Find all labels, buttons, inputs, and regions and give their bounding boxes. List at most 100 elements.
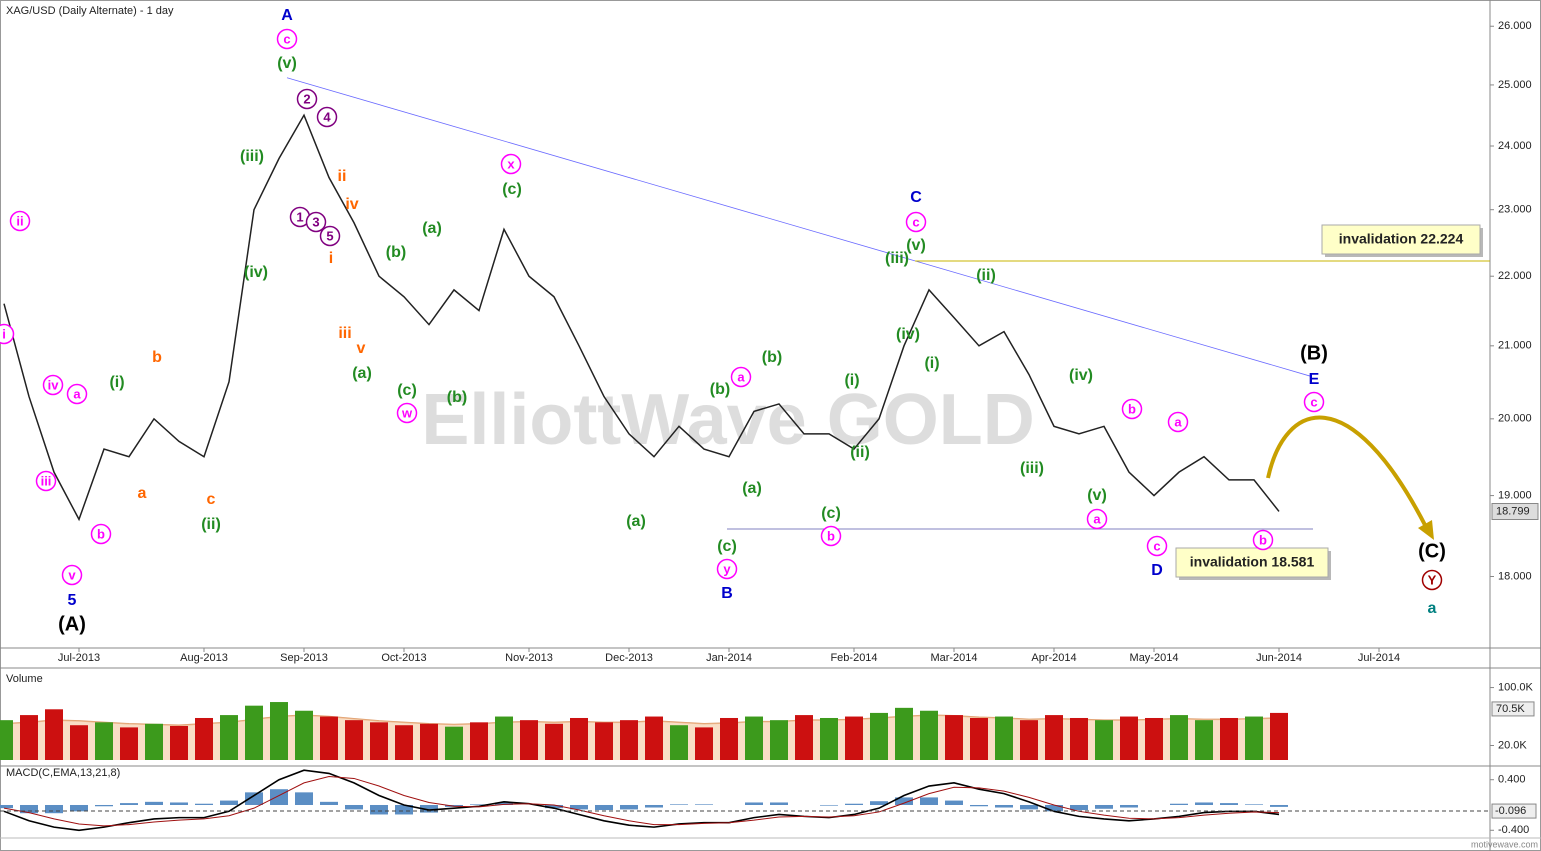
last-value-box [1491, 803, 1537, 819]
wave-circle [90, 523, 112, 545]
x-tick-label: May-2014 [1130, 652, 1179, 664]
macd-histogram [345, 804, 363, 810]
footer: motivewave.com [1471, 839, 1538, 849]
wave-label: (iv) [896, 326, 920, 343]
wave-label: i [2, 326, 6, 341]
wave-label: a [73, 386, 81, 401]
volume-bar [195, 717, 213, 760]
macd-histogram [1020, 804, 1038, 810]
wave-label: c [912, 214, 919, 229]
wave-label: (a) [352, 365, 372, 382]
macd-histogram [420, 804, 438, 813]
watermark: ElliottWave GOLD [421, 380, 1034, 460]
volume-bar [320, 716, 338, 760]
wave-label: (iv) [1069, 367, 1093, 384]
macd-histogram [0, 804, 13, 809]
macd-histogram [70, 804, 88, 812]
wave-label: a [1174, 414, 1182, 429]
macd-histogram [395, 804, 413, 815]
wave-label: x [507, 156, 515, 171]
wave-label: (b) [710, 381, 730, 398]
wave-circle [730, 366, 752, 388]
macd-histogram [470, 804, 488, 805]
wave-label: (iv) [244, 264, 268, 281]
volume-bar [1020, 720, 1038, 760]
wave-label: B [721, 585, 733, 602]
wave-label: ii [16, 213, 23, 228]
macd-histogram [1195, 802, 1213, 805]
wave-label: 1 [296, 209, 303, 224]
wave-label: w [401, 405, 413, 420]
wave-circle [396, 402, 418, 424]
volume-bar [570, 717, 588, 760]
volume-bar [370, 722, 388, 760]
macd-histogram [220, 800, 238, 805]
wave-circle [319, 225, 341, 247]
volume-bar [520, 720, 538, 760]
x-tick-label: Apr-2014 [1031, 652, 1076, 664]
wave-label: i [329, 250, 333, 267]
volume-bar [770, 720, 788, 760]
volume-bar [720, 717, 738, 760]
invalidation-label: invalidation 22.224 [1339, 231, 1464, 247]
wave-label: (i) [109, 374, 124, 391]
macd-line [3, 776, 1280, 827]
wave-circle [1303, 391, 1325, 413]
volume-bar [1145, 717, 1163, 760]
wave-label: a [1428, 600, 1437, 617]
forecast-arrowhead [1418, 520, 1434, 540]
volume-bar [670, 725, 688, 760]
wave-label: c [1153, 538, 1160, 553]
wave-label: (v) [277, 55, 297, 72]
last-value-box [1491, 701, 1535, 717]
y-tick-label: 26.000 [1498, 20, 1532, 32]
y-tick-label: 100.0K [1498, 681, 1534, 693]
macd-histogram [370, 804, 388, 815]
macd-histogram [170, 802, 188, 805]
macd-histogram [1045, 804, 1063, 812]
y-tick-label: 19.000 [1498, 489, 1532, 501]
volume-bar [470, 722, 488, 760]
x-tick-label: Sep-2013 [280, 652, 328, 664]
volume-bar [820, 717, 838, 760]
volume-bar [745, 716, 763, 760]
volume-bar [1270, 712, 1288, 760]
wave-label: (iii) [1020, 460, 1044, 477]
volume-bar [245, 705, 263, 760]
wave-label: c [1310, 394, 1317, 409]
wave-label: y [723, 561, 731, 576]
wave-label: (C) [1418, 540, 1446, 562]
volume-bar [970, 717, 988, 760]
wave-label: 4 [323, 109, 331, 124]
wave-circle [500, 153, 522, 175]
macd-histogram [1270, 804, 1288, 807]
macd-histogram [595, 804, 613, 811]
macd-histogram [1220, 803, 1238, 805]
macd-histogram [1245, 804, 1263, 805]
macd-histogram [745, 802, 763, 805]
macd-histogram [20, 804, 38, 814]
wave-label: (iii) [885, 250, 909, 267]
wave-label: b [1128, 401, 1136, 416]
wave-label: a [138, 485, 147, 502]
wave-label: b [152, 349, 162, 366]
y-tick-label: 23.000 [1498, 204, 1532, 216]
wave-label: (b) [762, 349, 782, 366]
wave-label: (a) [742, 480, 762, 497]
wave-circle [66, 383, 88, 405]
volume-bar [1120, 716, 1138, 760]
macd-histogram [770, 802, 788, 805]
wave-circle [296, 88, 318, 110]
volume-bar [395, 725, 413, 760]
wave-label: (c) [397, 382, 417, 399]
volume-bar [1095, 720, 1113, 760]
wave-circle [0, 323, 15, 345]
wave-circle [316, 106, 338, 128]
label-box [1321, 224, 1481, 255]
volume-bar [595, 722, 613, 760]
wave-circle [35, 470, 57, 492]
volume-bar [845, 716, 863, 760]
wave-circle [9, 210, 31, 232]
wave-label: a [1093, 511, 1101, 526]
wave-label: v [68, 567, 76, 582]
